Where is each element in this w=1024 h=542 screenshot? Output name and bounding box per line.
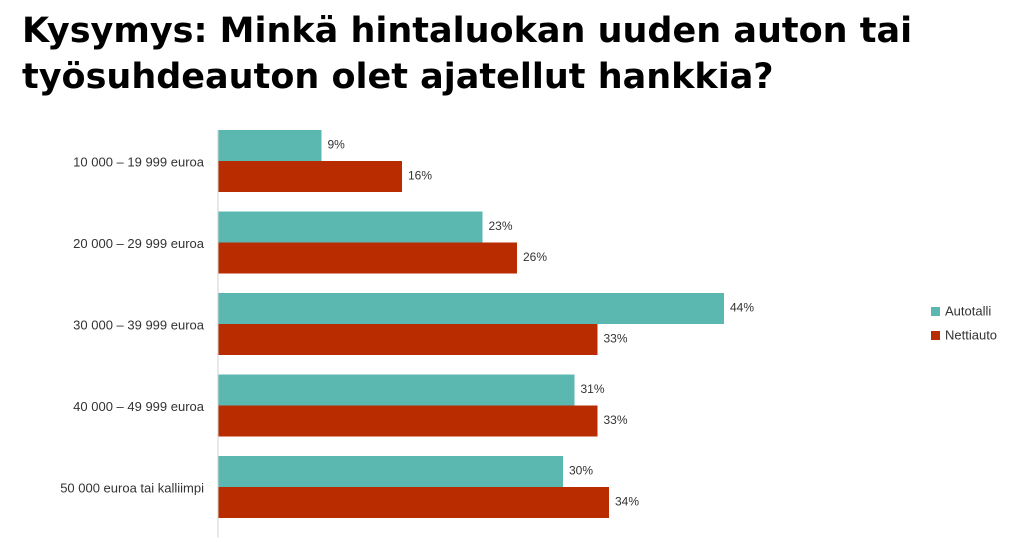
chart-title: Kysymys: Minkä hintaluokan uuden auton t… xyxy=(22,8,1002,100)
legend-label-autotalli: Autotalli xyxy=(945,303,991,318)
value-label-autotalli-1: 9% xyxy=(328,138,346,152)
bar-nettiauto-3 xyxy=(218,324,598,355)
bar-autotalli-4 xyxy=(218,374,575,406)
legend: Autotalli Nettiauto xyxy=(931,303,997,342)
value-label-autotalli-4: 31% xyxy=(581,382,605,396)
category-label-3: 30 000 – 39 999 euroa xyxy=(73,317,205,332)
bar-nettiauto-4 xyxy=(218,405,598,437)
bar-nettiauto-1 xyxy=(218,161,402,192)
category-label-1: 10 000 – 19 999 euroa xyxy=(73,154,205,169)
value-label-nettiauto-1: 16% xyxy=(408,169,432,183)
legend-label-nettiauto: Nettiauto xyxy=(945,327,997,342)
category-label-2: 20 000 – 29 999 euroa xyxy=(73,236,205,251)
value-label-autotalli-3: 44% xyxy=(730,301,754,315)
value-label-nettiauto-3: 33% xyxy=(604,332,628,346)
chart-title-line-1: Kysymys: Minkä hintaluokan uuden auton t… xyxy=(22,11,913,51)
legend-swatch-nettiauto xyxy=(931,331,940,340)
value-label-autotalli-5: 30% xyxy=(569,464,593,478)
value-label-nettiauto-4: 33% xyxy=(604,413,628,427)
category-labels-group: 10 000 – 19 999 euroa 20 000 – 29 999 eur… xyxy=(60,154,205,495)
bar-autotalli-3 xyxy=(218,293,724,324)
category-label-4: 40 000 – 49 999 euroa xyxy=(73,399,205,414)
bars-group xyxy=(218,130,724,518)
legend-swatch-autotalli xyxy=(931,307,940,316)
bar-nettiauto-5 xyxy=(218,487,609,518)
bar-autotalli-2 xyxy=(218,211,483,243)
bar-autotalli-1 xyxy=(218,130,322,161)
category-label-5: 50 000 euroa tai kalliimpi xyxy=(60,480,204,495)
value-label-nettiauto-5: 34% xyxy=(615,495,639,509)
value-label-nettiauto-2: 26% xyxy=(523,250,547,264)
value-label-autotalli-2: 23% xyxy=(489,219,513,233)
chart-title-line-2: työsuhdeauton olet ajatellut hankkia? xyxy=(22,57,774,97)
bar-nettiauto-2 xyxy=(218,242,517,274)
value-labels-group: 9% 16% 23% 26% 44% 33% 31% 33% 30% 34% xyxy=(328,138,755,509)
bar-autotalli-5 xyxy=(218,456,563,487)
